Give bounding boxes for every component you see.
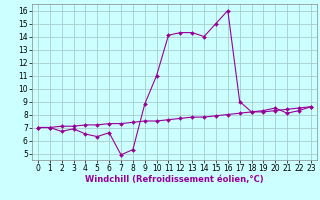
X-axis label: Windchill (Refroidissement éolien,°C): Windchill (Refroidissement éolien,°C) [85, 175, 264, 184]
